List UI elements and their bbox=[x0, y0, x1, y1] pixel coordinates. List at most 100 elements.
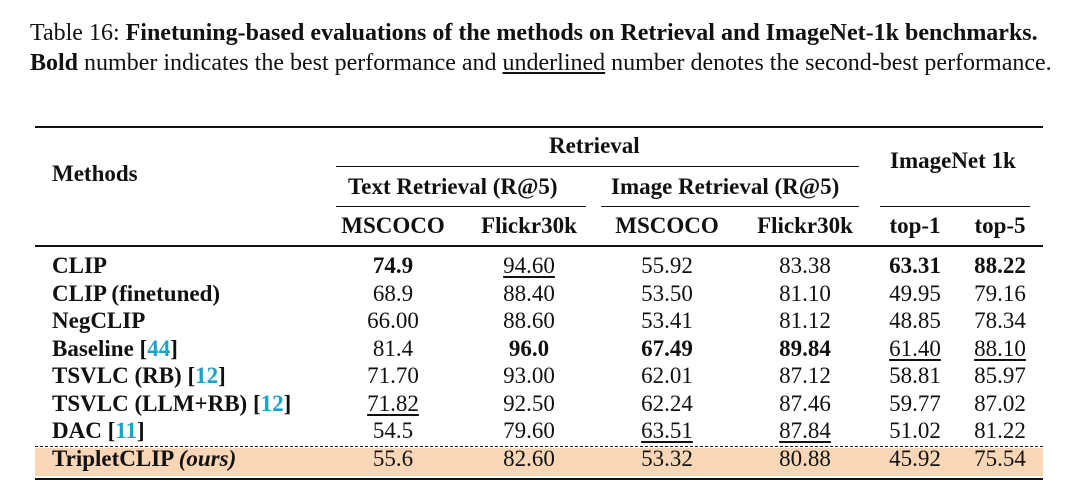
caption-bold-text: Finetuning-based evaluations of the meth… bbox=[125, 20, 1038, 46]
header-methods: Methods bbox=[52, 161, 138, 186]
table-cell: 96.0 bbox=[508, 335, 550, 361]
table-cell: 94.60 bbox=[503, 253, 555, 278]
table-cell: 81.4 bbox=[372, 335, 414, 361]
table-cell: 58.81 bbox=[889, 363, 941, 388]
column-header-3: Flickr30k bbox=[757, 213, 853, 238]
table-cell: 80.88 bbox=[779, 445, 831, 471]
citation-open-bracket: [ bbox=[107, 418, 116, 443]
table-caption: Table 16: Finetuning-based evaluations o… bbox=[30, 18, 1060, 78]
table-cell: 66.00 bbox=[367, 308, 419, 333]
retrieval-subrule bbox=[336, 166, 859, 167]
table-cell: 92.50 bbox=[503, 390, 555, 416]
citation-open-bracket: [ bbox=[252, 390, 261, 416]
table-cell: 75.54 bbox=[974, 445, 1026, 471]
table-cell: 87.46 bbox=[779, 390, 831, 416]
table-cell: 88.40 bbox=[503, 280, 555, 306]
table-cell: 51.02 bbox=[889, 418, 941, 443]
caption-label: Table 16: bbox=[30, 20, 120, 46]
citation-link[interactable]: 44 bbox=[147, 335, 171, 361]
table-cell: 63.31 bbox=[889, 253, 941, 278]
table-cell: 79.60 bbox=[503, 418, 555, 443]
method-name: TSVLC (LLM+RB) [12] bbox=[52, 390, 291, 418]
citation-link[interactable]: 11 bbox=[115, 418, 137, 443]
table-cell: 81.22 bbox=[974, 418, 1026, 443]
method-label: TripletCLIP bbox=[52, 445, 179, 471]
table-cell: 53.41 bbox=[641, 308, 693, 333]
caption-bold-word: Bold bbox=[30, 50, 79, 76]
table-mid-rule bbox=[35, 245, 1043, 247]
citation-open-bracket: [ bbox=[187, 363, 196, 388]
ours-row-highlight bbox=[35, 448, 1043, 476]
header-retrieval: Retrieval bbox=[549, 133, 640, 158]
table-cell: 68.9 bbox=[372, 280, 414, 306]
table-cell: 87.12 bbox=[779, 363, 831, 388]
table-top-rule bbox=[35, 126, 1043, 128]
method-label: DAC bbox=[52, 418, 108, 443]
table-cell: 61.40 bbox=[889, 335, 941, 361]
imagenet-subrule bbox=[880, 206, 1030, 207]
table-cell: 85.97 bbox=[974, 363, 1026, 388]
table-cell: 63.51 bbox=[641, 418, 693, 443]
method-label: CLIP bbox=[52, 253, 107, 278]
table-bottom-rule bbox=[35, 478, 1043, 480]
table-cell: 49.95 bbox=[889, 280, 941, 306]
table-cell: 81.12 bbox=[779, 308, 831, 333]
table-cell: 55.92 bbox=[641, 253, 693, 278]
caption-text-mid: number indicates the best performance an… bbox=[84, 50, 497, 76]
method-label: CLIP (finetuned) bbox=[52, 280, 221, 306]
column-header-4: top-1 bbox=[889, 213, 941, 238]
table-cell: 54.5 bbox=[372, 418, 414, 443]
citation-link[interactable]: 12 bbox=[195, 363, 219, 388]
caption-underlined-word: underlined bbox=[502, 50, 606, 76]
image-retrieval-subrule bbox=[601, 206, 859, 207]
caption-text-end: number denotes the second-best performan… bbox=[611, 50, 1052, 76]
citation-close-bracket: ] bbox=[170, 335, 178, 361]
method-label: TSVLC (LLM+RB) bbox=[52, 390, 253, 416]
table-cell: 88.10 bbox=[974, 335, 1026, 361]
column-header-2: MSCOCO bbox=[615, 213, 719, 238]
table-cell: 71.70 bbox=[367, 363, 419, 388]
ours-row-dashed-separator bbox=[35, 446, 1043, 447]
method-name: TripletCLIP (ours) bbox=[52, 445, 236, 473]
header-image-retrieval: Image Retrieval (R@5) bbox=[611, 174, 840, 199]
method-suffix: (ours) bbox=[178, 445, 237, 471]
table-cell: 78.34 bbox=[974, 308, 1026, 333]
method-name: CLIP bbox=[52, 252, 107, 280]
method-name: DAC [11] bbox=[52, 417, 145, 445]
citation-close-bracket: ] bbox=[283, 390, 292, 416]
method-name: NegCLIP bbox=[52, 307, 145, 335]
header-imagenet: ImageNet 1k bbox=[890, 148, 1016, 173]
header-text-retrieval: Text Retrieval (R@5) bbox=[348, 174, 558, 199]
citation-close-bracket: ] bbox=[218, 363, 226, 388]
text-retrieval-subrule bbox=[336, 206, 586, 207]
table-cell: 71.82 bbox=[367, 390, 419, 416]
table-cell: 81.10 bbox=[779, 280, 831, 306]
citation-link[interactable]: 12 bbox=[260, 390, 284, 416]
table-cell: 82.60 bbox=[503, 445, 555, 471]
column-header-5: top-5 bbox=[974, 213, 1026, 238]
table-cell: 79.16 bbox=[974, 280, 1026, 306]
method-name: CLIP (finetuned) bbox=[52, 280, 220, 308]
table-cell: 67.49 bbox=[641, 335, 693, 361]
table-cell: 87.84 bbox=[779, 418, 831, 443]
table-cell: 87.02 bbox=[974, 390, 1026, 416]
table-cell: 48.85 bbox=[889, 308, 941, 333]
table-cell: 89.84 bbox=[779, 335, 831, 361]
table-cell: 83.38 bbox=[779, 253, 831, 278]
table-cell: 45.92 bbox=[889, 445, 941, 471]
table-cell: 74.9 bbox=[372, 253, 414, 278]
table-cell: 62.24 bbox=[641, 390, 693, 416]
method-name: Baseline [44] bbox=[52, 335, 178, 363]
table-cell: 88.22 bbox=[974, 253, 1026, 278]
method-name: TSVLC (RB) [12] bbox=[52, 362, 226, 390]
column-header-0: MSCOCO bbox=[341, 213, 445, 238]
method-label: TSVLC (RB) bbox=[52, 363, 188, 388]
method-label: Baseline bbox=[52, 335, 140, 361]
table-cell: 88.60 bbox=[503, 308, 555, 333]
table-cell: 62.01 bbox=[641, 363, 693, 388]
table-cell: 53.50 bbox=[641, 280, 693, 306]
table-cell: 59.77 bbox=[889, 390, 941, 416]
citation-close-bracket: ] bbox=[137, 418, 145, 443]
table-cell: 53.32 bbox=[641, 445, 693, 471]
method-label: NegCLIP bbox=[52, 308, 146, 333]
